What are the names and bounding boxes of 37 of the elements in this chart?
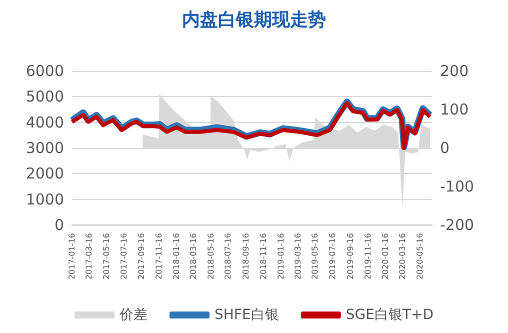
y2-tick-label: -100: [440, 178, 474, 196]
y2-tick-label: 100: [440, 100, 469, 118]
x-tick-label: 2018-09-16: [241, 233, 250, 280]
x-tick-label: 2017-11-16: [154, 233, 164, 280]
y-tick-label: 3000: [26, 139, 64, 157]
x-tick-label: 2017-05-16: [102, 233, 111, 280]
x-tick-label: 2018-03-16: [188, 233, 198, 280]
y-tick-label: 4000: [26, 113, 64, 132]
legend-label: SHFE白银: [214, 307, 279, 323]
y2-tick-label: -200: [440, 216, 474, 234]
x-tick-label: 2019-05-16: [310, 233, 320, 280]
y-tick-label: 1000: [26, 190, 64, 208]
x-tick-label: 2018-11-16: [258, 233, 268, 280]
x-tick-label: 2020-05-16: [415, 233, 424, 280]
x-tick-label: 2020-01-16: [380, 233, 390, 280]
legend-label: 价差: [118, 307, 148, 323]
legend-label: SGE白银T+D: [346, 307, 434, 323]
x-tick-label: 2019-11-16: [363, 233, 372, 280]
y-tick-label: 6000: [26, 62, 64, 80]
chart-title: 内盘白银期现走势: [182, 10, 326, 30]
x-tick-label: 2017-07-16: [119, 233, 128, 280]
x-tick-label: 2020-03-16: [398, 233, 408, 280]
x-tick-label: 2019-09-16: [346, 233, 355, 280]
y2-tick-label: 200: [440, 62, 469, 80]
y-tick-label: 5000: [26, 88, 64, 106]
y2-tick-label: 0: [440, 139, 450, 157]
y-tick-label: 2000: [26, 164, 64, 183]
x-tick-label: 2019-03-16: [293, 233, 302, 280]
x-tick-label: 2017-09-16: [137, 233, 146, 280]
x-tick-label: 2018-05-16: [206, 233, 216, 280]
x-tick-label: 2019-07-16: [328, 233, 338, 280]
y-tick-label: 0: [54, 216, 64, 234]
x-tick-label: 2017-01-16: [68, 233, 76, 280]
x-tick-label: 2019-01-16: [276, 233, 286, 280]
x-tick-label: 2018-01-16: [172, 233, 181, 280]
x-tick-label: 2017-03-16: [84, 233, 94, 280]
x-tick-label: 2018-07-16: [224, 233, 233, 280]
